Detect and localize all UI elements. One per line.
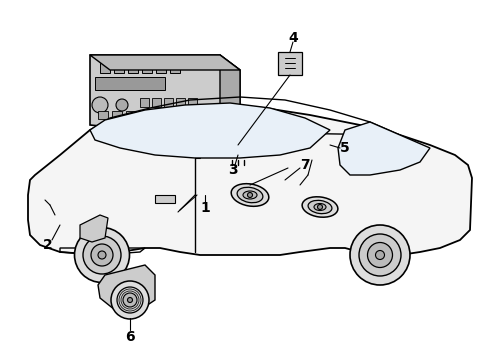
Polygon shape [114,63,124,73]
Ellipse shape [243,191,257,199]
Ellipse shape [359,234,401,276]
Ellipse shape [91,244,113,266]
Polygon shape [90,55,240,70]
Polygon shape [28,105,472,255]
Ellipse shape [74,228,129,283]
Polygon shape [295,130,330,160]
Polygon shape [90,103,330,158]
Ellipse shape [74,216,82,224]
Polygon shape [90,55,240,140]
Polygon shape [128,63,138,73]
Polygon shape [140,111,150,119]
Ellipse shape [117,287,143,313]
Polygon shape [100,63,110,73]
Polygon shape [338,122,430,175]
Ellipse shape [350,225,410,285]
Text: 7: 7 [300,158,310,172]
Ellipse shape [111,281,149,319]
Ellipse shape [98,251,106,259]
Ellipse shape [237,187,263,203]
Polygon shape [98,265,155,310]
Polygon shape [98,111,108,119]
Ellipse shape [308,201,332,213]
Polygon shape [155,195,175,203]
Ellipse shape [247,193,252,198]
Polygon shape [220,55,240,140]
Text: 6: 6 [125,330,135,344]
Polygon shape [142,63,152,73]
Ellipse shape [116,99,128,111]
Polygon shape [164,98,173,107]
Polygon shape [156,63,166,73]
Polygon shape [126,111,136,119]
Polygon shape [80,215,108,242]
Ellipse shape [375,251,385,260]
Polygon shape [140,98,149,107]
Ellipse shape [53,205,63,215]
Ellipse shape [47,199,69,221]
Text: 2: 2 [43,238,53,252]
Text: 1: 1 [200,201,210,215]
Polygon shape [95,77,165,90]
Text: 4: 4 [288,31,298,45]
Ellipse shape [127,297,132,302]
Polygon shape [168,111,178,119]
Polygon shape [278,52,302,75]
Polygon shape [154,111,164,119]
Ellipse shape [302,197,338,217]
Ellipse shape [231,184,269,206]
Polygon shape [228,140,248,160]
Text: 5: 5 [340,141,350,155]
Polygon shape [176,98,185,107]
Ellipse shape [123,293,137,307]
Ellipse shape [318,204,322,210]
Ellipse shape [92,97,108,113]
Polygon shape [170,63,180,73]
Polygon shape [152,98,161,107]
Polygon shape [112,111,122,119]
Ellipse shape [314,203,326,211]
Text: 3: 3 [228,163,238,177]
Ellipse shape [69,211,87,229]
Polygon shape [180,170,215,195]
Ellipse shape [83,236,121,274]
Ellipse shape [368,243,392,267]
Polygon shape [188,98,197,107]
